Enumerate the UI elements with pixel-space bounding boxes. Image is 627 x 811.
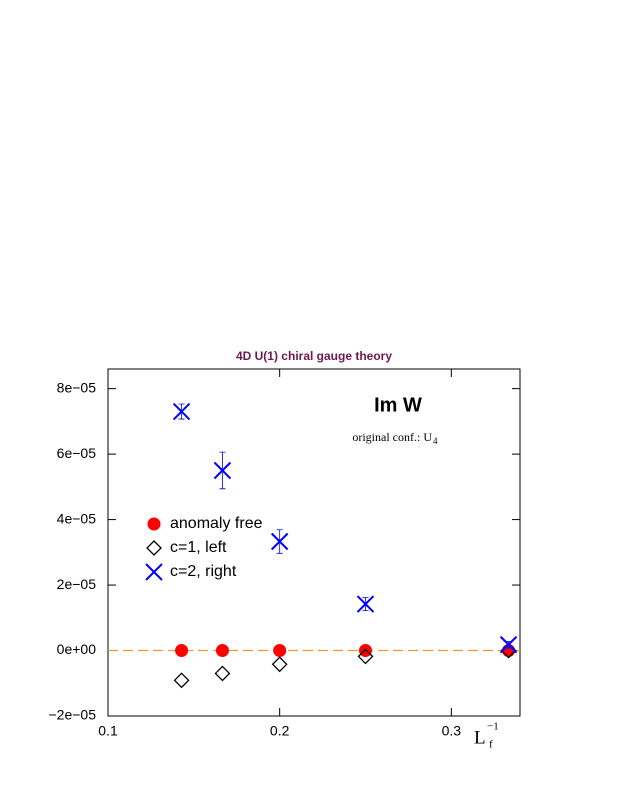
point <box>215 644 229 658</box>
legend-marker <box>147 517 161 531</box>
point <box>172 402 191 421</box>
point <box>357 648 374 665</box>
x-tick-label: 0.1 <box>98 723 118 739</box>
y-tick-label: 0e+00 <box>57 641 97 657</box>
legend-label: c=1, left <box>170 539 227 556</box>
chart-title: 4D U(1) chiral gauge theory <box>236 349 392 363</box>
point <box>213 461 232 480</box>
point <box>175 644 189 658</box>
x-axis-label-sub: f <box>489 739 493 751</box>
y-tick-label: 6e−05 <box>57 445 97 461</box>
y-tick-label: −2e−05 <box>49 707 97 723</box>
y-tick-label: 8e−05 <box>57 379 97 395</box>
annotation-subscript: 4 <box>433 436 438 446</box>
y-tick-label: 2e−05 <box>57 576 97 592</box>
legend-label: c=2, right <box>170 563 237 580</box>
legend-marker <box>145 563 163 581</box>
annotation: original conf.: U <box>352 430 432 444</box>
x-axis-label-sup: −1 <box>487 721 499 733</box>
point <box>359 644 372 658</box>
point <box>270 532 289 551</box>
point <box>271 656 288 673</box>
annotation: Im W <box>374 394 422 416</box>
point <box>214 665 231 682</box>
point <box>356 595 375 613</box>
x-tick-label: 0.3 <box>442 723 462 739</box>
point <box>273 644 287 658</box>
plot-frame <box>107 368 521 717</box>
point <box>499 635 518 654</box>
x-tick-label: 0.2 <box>270 723 290 739</box>
x-axis-label: L <box>474 727 486 748</box>
y-tick-label: 4e−05 <box>57 510 97 526</box>
legend-marker <box>146 540 162 556</box>
point <box>173 672 190 689</box>
legend-label: anomaly free <box>170 515 263 532</box>
